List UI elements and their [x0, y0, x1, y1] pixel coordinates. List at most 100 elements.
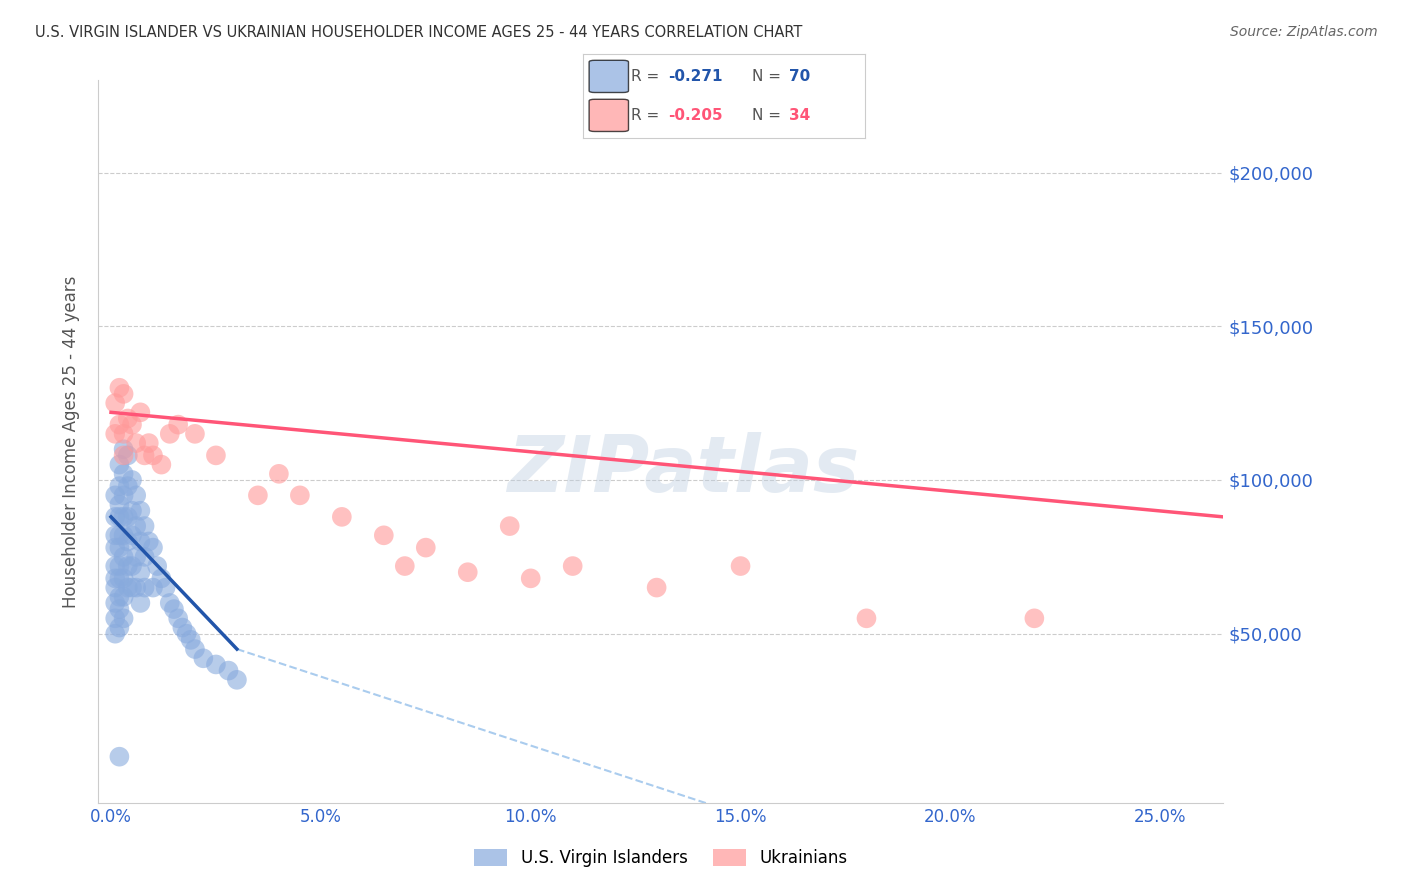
Point — [121, 417, 143, 432]
Point — [112, 549, 135, 564]
Point — [134, 549, 156, 564]
Text: R =: R = — [631, 108, 665, 123]
Point — [561, 559, 583, 574]
Text: ZIPatlas: ZIPatlas — [508, 433, 859, 508]
Point — [108, 498, 131, 512]
Point — [267, 467, 290, 481]
Point — [104, 396, 127, 410]
Point — [138, 534, 160, 549]
Point — [645, 581, 668, 595]
Point — [108, 571, 131, 585]
Point — [146, 559, 169, 574]
Point — [129, 405, 152, 419]
Point — [373, 528, 395, 542]
Point — [104, 571, 127, 585]
Point — [730, 559, 752, 574]
FancyBboxPatch shape — [589, 61, 628, 93]
Point — [112, 449, 135, 463]
Point — [129, 534, 152, 549]
Point — [519, 571, 541, 585]
Point — [112, 426, 135, 441]
Point — [108, 479, 131, 493]
Point — [129, 565, 152, 579]
Point — [121, 504, 143, 518]
Point — [104, 559, 127, 574]
Point — [108, 381, 131, 395]
Point — [134, 449, 156, 463]
Y-axis label: Householder Income Ages 25 - 44 years: Householder Income Ages 25 - 44 years — [62, 276, 80, 607]
Point — [176, 626, 198, 640]
Point — [112, 387, 135, 401]
Point — [218, 664, 240, 678]
Point — [205, 657, 228, 672]
Point — [205, 449, 228, 463]
Point — [104, 626, 127, 640]
Point — [394, 559, 416, 574]
Point — [142, 581, 165, 595]
Point — [112, 467, 135, 481]
Point — [159, 596, 181, 610]
Text: 70: 70 — [789, 69, 810, 84]
Point — [112, 590, 135, 604]
Point — [104, 488, 127, 502]
Point — [415, 541, 437, 555]
Text: R =: R = — [631, 69, 665, 84]
Point — [457, 565, 479, 579]
Point — [117, 534, 139, 549]
Point — [104, 509, 127, 524]
Text: N =: N = — [752, 108, 786, 123]
Point — [134, 519, 156, 533]
Point — [125, 436, 148, 450]
Point — [108, 509, 131, 524]
Point — [129, 596, 152, 610]
Point — [184, 426, 207, 441]
Point — [108, 749, 131, 764]
Point — [108, 541, 131, 555]
Point — [226, 673, 249, 687]
Point — [121, 473, 143, 487]
Text: Source: ZipAtlas.com: Source: ZipAtlas.com — [1230, 25, 1378, 39]
Point — [117, 559, 139, 574]
Point — [1024, 611, 1046, 625]
FancyBboxPatch shape — [589, 99, 628, 131]
Point — [121, 559, 143, 574]
Point — [117, 449, 139, 463]
Point — [121, 528, 143, 542]
Point — [104, 596, 127, 610]
Point — [117, 509, 139, 524]
Point — [855, 611, 877, 625]
Point — [108, 590, 131, 604]
Point — [150, 571, 173, 585]
Point — [125, 581, 148, 595]
Point — [108, 458, 131, 472]
Point — [121, 581, 143, 595]
Point — [108, 559, 131, 574]
Point — [112, 442, 135, 457]
Point — [180, 632, 202, 647]
Point — [125, 549, 148, 564]
Point — [167, 611, 190, 625]
Text: -0.271: -0.271 — [668, 69, 723, 84]
Point — [330, 509, 353, 524]
Point — [142, 541, 165, 555]
Point — [499, 519, 522, 533]
Point — [112, 611, 135, 625]
Point — [108, 621, 131, 635]
Point — [125, 519, 148, 533]
Point — [104, 611, 127, 625]
Point — [167, 417, 190, 432]
Point — [163, 602, 186, 616]
Point — [112, 571, 135, 585]
Point — [138, 436, 160, 450]
Text: N =: N = — [752, 69, 786, 84]
Text: U.S. VIRGIN ISLANDER VS UKRAINIAN HOUSEHOLDER INCOME AGES 25 - 44 YEARS CORRELAT: U.S. VIRGIN ISLANDER VS UKRAINIAN HOUSEH… — [35, 25, 803, 40]
Point — [104, 426, 127, 441]
Point — [117, 411, 139, 425]
Legend: U.S. Virgin Islanders, Ukrainians: U.S. Virgin Islanders, Ukrainians — [467, 842, 855, 874]
Point — [184, 642, 207, 657]
Point — [108, 602, 131, 616]
Point — [104, 581, 127, 595]
Point — [112, 488, 135, 502]
Point — [117, 581, 139, 595]
Point — [125, 488, 148, 502]
